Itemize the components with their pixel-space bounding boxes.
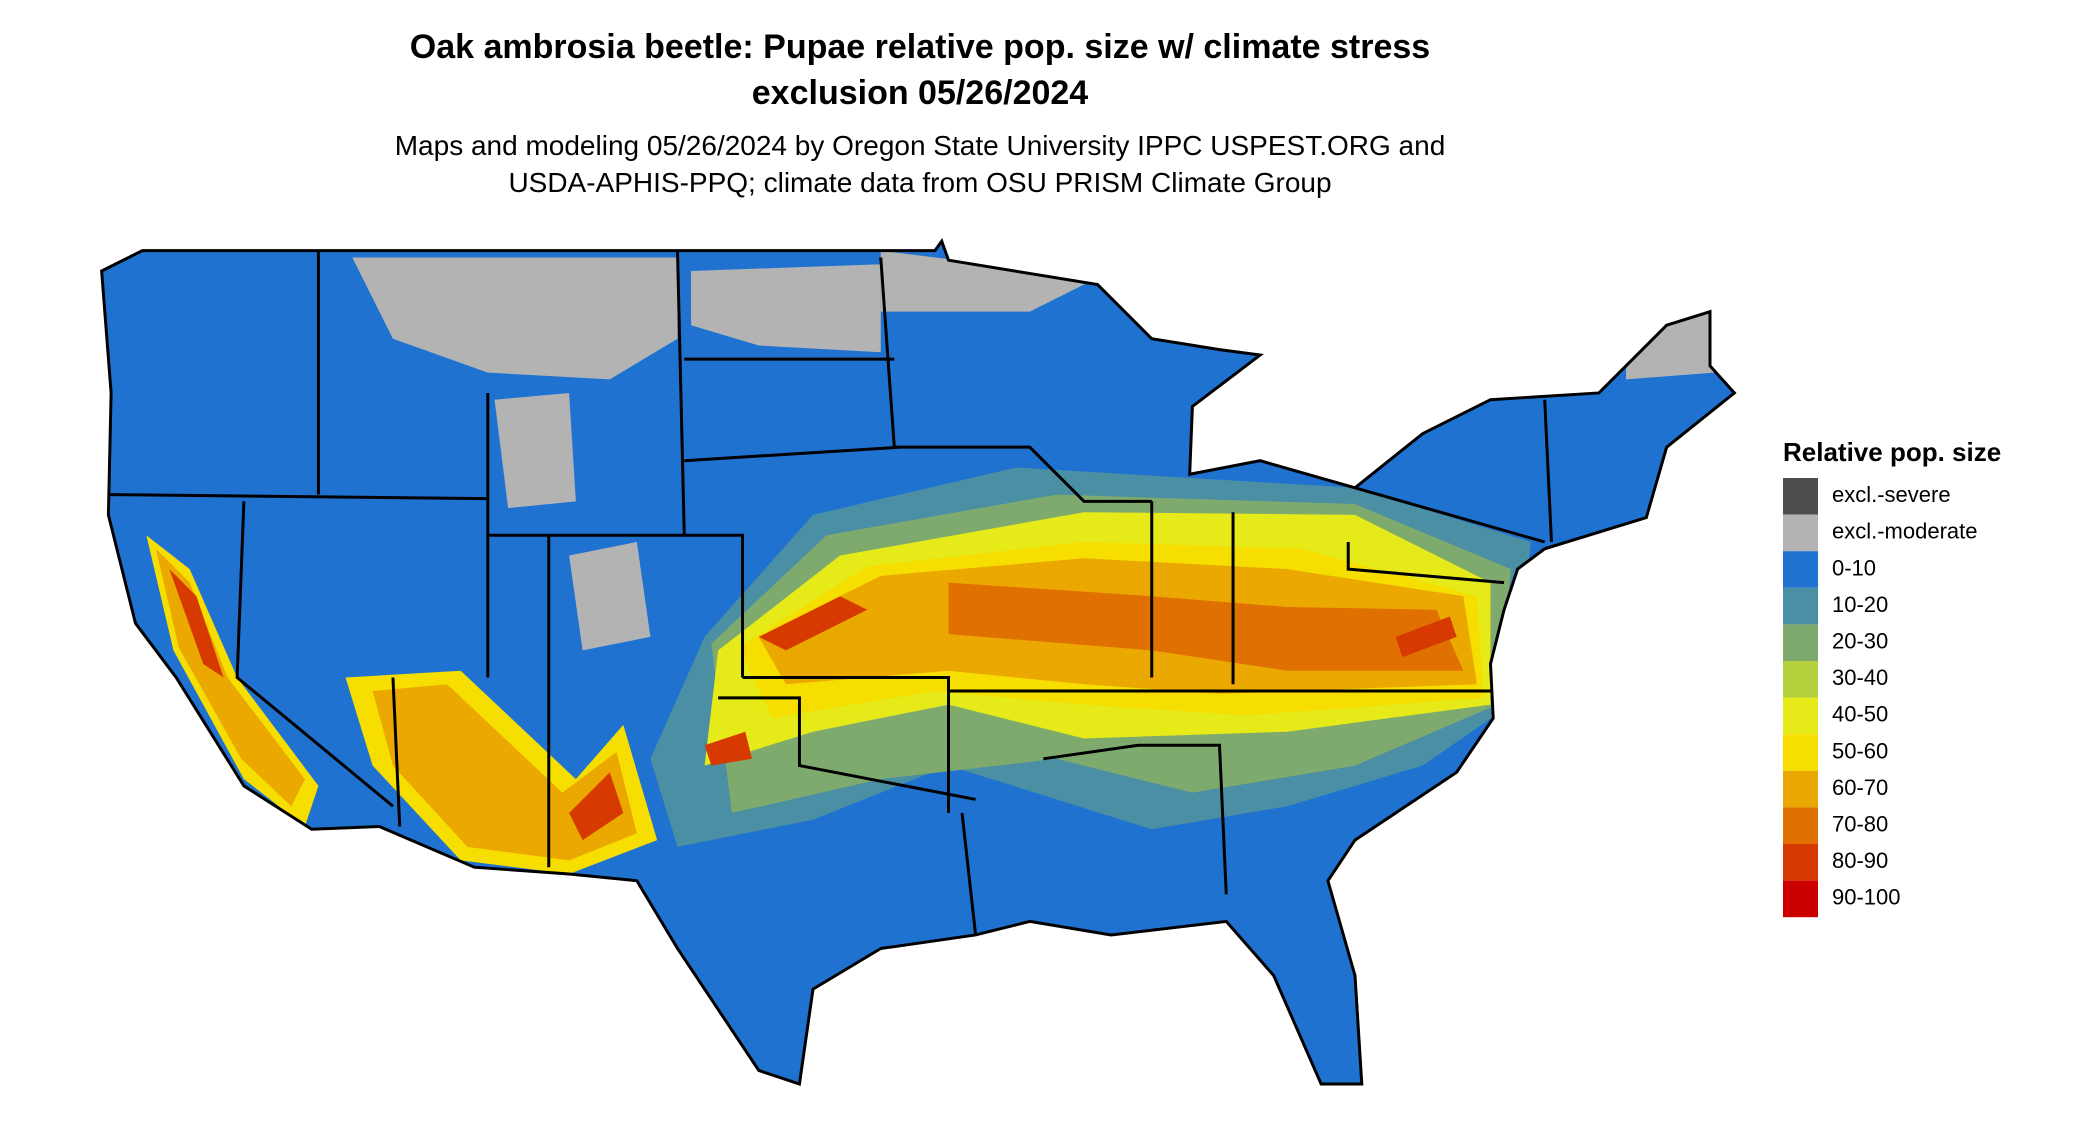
title: Oak ambrosia beetle: Pupae relative pop.…: [410, 28, 1430, 66]
legend-swatch: [1783, 624, 1818, 661]
legend-swatch: [1783, 551, 1818, 588]
legend-label: 0-10: [1832, 555, 1876, 580]
map: [100, 239, 1736, 1086]
legend: excl.-severe excl.-moderate 0-10 10-20 20-30…: [1783, 478, 1978, 918]
legend-label: 20-30: [1832, 629, 1888, 654]
legend-label: 30-40: [1832, 665, 1888, 690]
legend-swatch: [1783, 807, 1818, 844]
title: exclusion 05/26/2024: [752, 74, 1089, 112]
legend-swatch: [1783, 734, 1818, 771]
legend-title: Relative pop. size: [1783, 437, 2001, 467]
legend-label: 10-20: [1832, 592, 1888, 617]
legend-swatch: [1783, 514, 1818, 552]
legend-swatch: [1783, 697, 1818, 735]
legend-label: 80-90: [1832, 848, 1888, 873]
legend-label: excl.-moderate: [1832, 519, 1978, 544]
legend-swatch: [1783, 661, 1818, 698]
legend-label: 60-70: [1832, 775, 1888, 800]
subtitle: USDA-APHIS-PPQ; climate data from OSU PR…: [508, 167, 1331, 198]
legend-label: 90-100: [1832, 885, 1901, 910]
legend-swatch: [1783, 587, 1818, 625]
legend-swatch: [1783, 880, 1818, 918]
legend-swatch: [1783, 478, 1818, 515]
legend-label: 50-60: [1832, 738, 1888, 763]
legend-label: 40-50: [1832, 702, 1888, 727]
legend-label: excl.-severe: [1832, 482, 1951, 507]
subtitle: Maps and modeling 05/26/2024 by Oregon S…: [395, 130, 1446, 161]
legend-swatch: [1783, 770, 1818, 808]
legend-swatch: [1783, 844, 1818, 881]
legend-label: 70-80: [1832, 812, 1888, 837]
